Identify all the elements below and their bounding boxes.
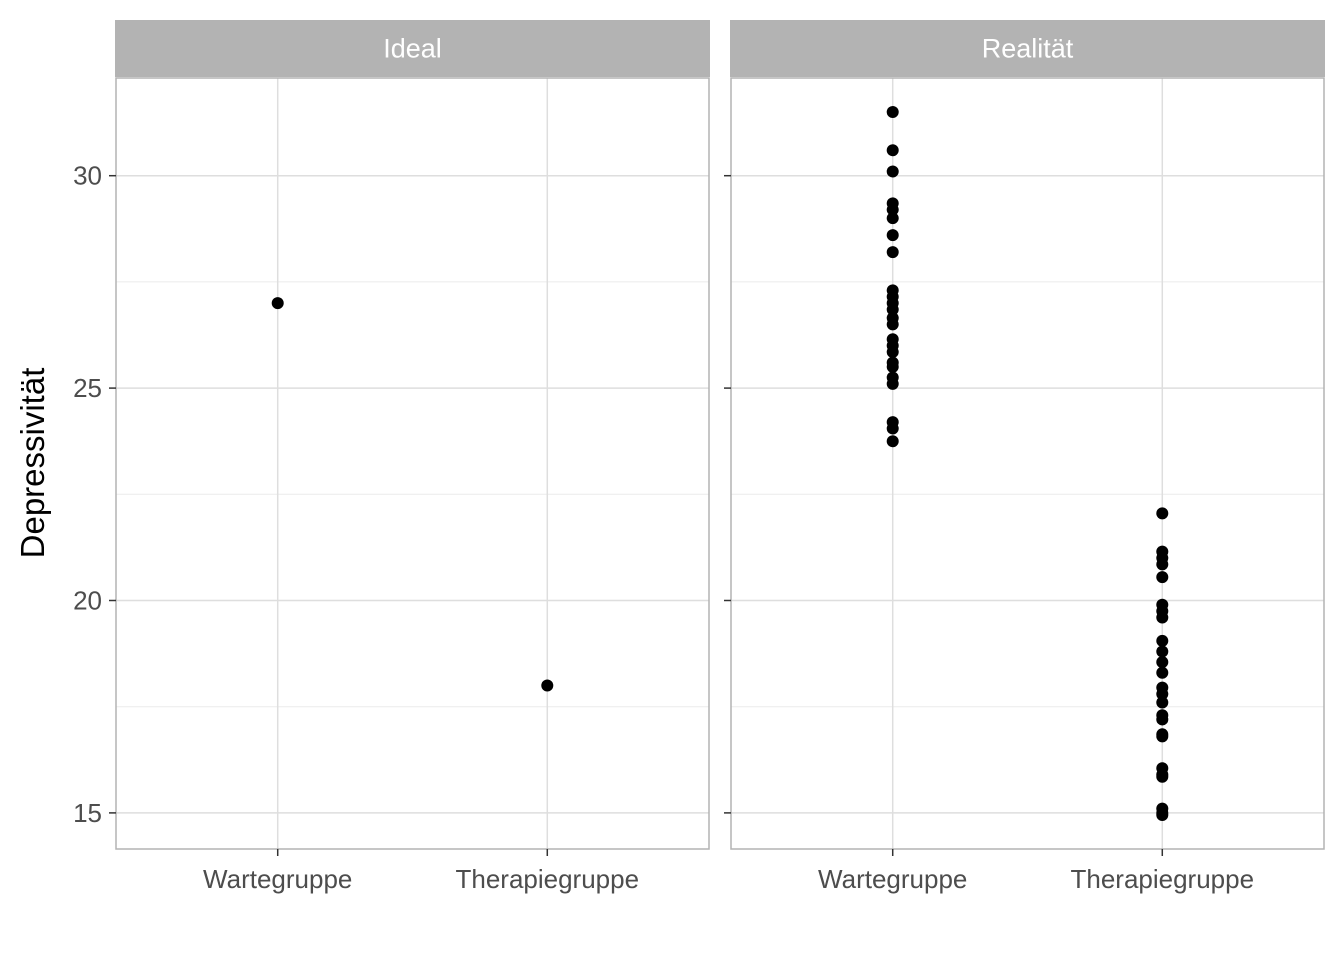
panel-1: Realität Wartegruppe Therapiegruppe — [724, 20, 1325, 894]
data-point — [886, 318, 899, 331]
data-point — [886, 246, 899, 259]
panel-border — [730, 77, 1325, 850]
y-axis-title: Depressivität — [14, 368, 51, 559]
x-tick-label: Therapiegruppe — [455, 864, 639, 894]
data-point — [1156, 713, 1169, 726]
data-point — [1156, 507, 1169, 520]
data-point — [886, 345, 899, 358]
panel-0: Ideal 15 20 25 30 Wartegruppe Therapiegruppe — [73, 20, 710, 894]
facet-strip-label: Ideal — [383, 34, 442, 64]
data-point — [886, 165, 899, 178]
data-point — [1156, 696, 1169, 709]
y-tick-label: 30 — [73, 161, 102, 191]
data-point — [886, 422, 899, 435]
y-tick-label: 20 — [73, 585, 102, 615]
data-point — [886, 377, 899, 390]
data-point — [1156, 730, 1169, 743]
y-tick-label: 25 — [73, 373, 102, 403]
data-point — [1156, 611, 1169, 624]
data-point — [886, 203, 899, 216]
data-point — [1156, 809, 1169, 822]
facet-strip-label: Realität — [982, 34, 1074, 64]
data-point — [886, 144, 899, 157]
data-point — [271, 297, 284, 310]
data-point — [886, 229, 899, 242]
data-point — [1156, 645, 1169, 658]
panel-border — [115, 77, 710, 850]
data-point — [886, 435, 899, 448]
data-point — [1156, 687, 1169, 700]
data-point — [1156, 656, 1169, 669]
facet-strip — [730, 20, 1325, 77]
x-tick-label: Wartegruppe — [203, 864, 352, 894]
data-point — [1156, 571, 1169, 584]
panel-background — [731, 78, 1324, 849]
facet-strip — [115, 20, 710, 77]
data-point — [541, 679, 554, 692]
data-point — [1156, 634, 1169, 647]
panel-background — [116, 78, 709, 849]
data-point — [886, 105, 899, 118]
x-tick-label: Wartegruppe — [818, 864, 967, 894]
data-point — [886, 303, 899, 316]
x-tick-label: Therapiegruppe — [1070, 864, 1254, 894]
data-point — [886, 360, 899, 373]
data-point — [1156, 558, 1169, 571]
data-point — [1156, 770, 1169, 783]
data-point — [1156, 666, 1169, 679]
y-tick-label: 15 — [73, 798, 102, 828]
data-point — [886, 212, 899, 225]
